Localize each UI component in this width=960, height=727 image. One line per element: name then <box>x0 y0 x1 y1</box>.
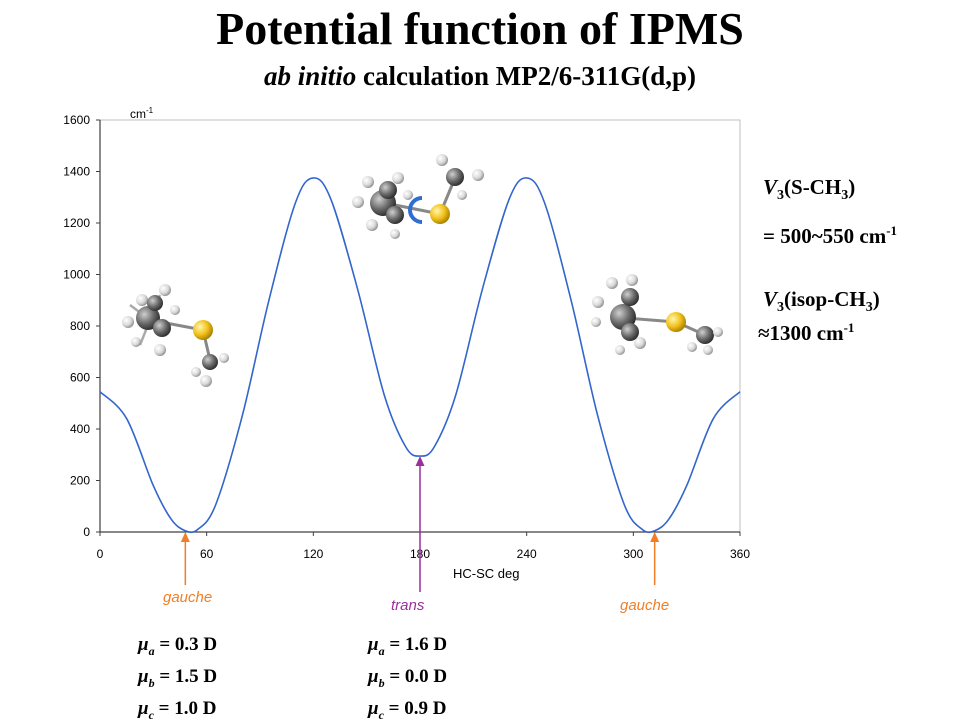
mu-value: = 0.9 D <box>383 697 447 719</box>
label-trans: trans <box>391 597 425 614</box>
molecule-gauche-right-icon <box>591 274 723 355</box>
v3-sch3-group: (S-CH <box>784 175 842 199</box>
molecule-gauche-left-icon <box>122 284 229 387</box>
x-tick-label: 360 <box>730 547 750 561</box>
mu-value: = 0.3 D <box>154 634 218 655</box>
v3-isop-sub: 3 <box>777 300 785 316</box>
dipole-trans-b: μb = 0.0 D <box>368 664 447 696</box>
v3-sch3-value-text: = 500~550 cm <box>763 224 887 248</box>
dipole-gauche-a: μa = 0.3 D <box>138 632 217 664</box>
v3-sch3-group-sub: 3 <box>841 188 849 204</box>
v3-isop-value-sup: -1 <box>843 320 855 335</box>
molecule-trans-icon <box>352 154 484 239</box>
y-tick-label: 800 <box>70 319 90 333</box>
y-tick-label: 1600 <box>63 113 90 127</box>
mu-value: = 1.0 D <box>153 697 217 719</box>
y-tick-label: 1000 <box>63 268 90 282</box>
label-gauche-left: gauche <box>163 589 213 606</box>
mu-symbol: μ <box>368 697 379 719</box>
x-tick-label: 300 <box>623 547 643 561</box>
mu-symbol: μ <box>368 665 379 687</box>
v3-isop-label: V3(isop-CH3) <box>763 287 880 316</box>
mu-sub: b <box>148 675 155 690</box>
mu-sub: a <box>148 643 155 658</box>
x-tick-label: 60 <box>200 547 214 561</box>
arrow-head-gauche <box>180 532 190 542</box>
dipoles-trans: μa = 1.6 D μb = 0.0 D μc = 0.9 D <box>368 632 447 727</box>
y-tick-label: 1200 <box>63 216 90 230</box>
mu-symbol: μ <box>138 665 149 687</box>
mu-value: = 1.5 D <box>154 665 218 687</box>
v3-sch3-v: V <box>763 175 778 199</box>
y-axis-label: cm-1 <box>130 106 154 121</box>
v3-sch3-value: = 500~550 cm-1 <box>763 223 897 249</box>
x-tick-label: 240 <box>517 547 537 561</box>
mu-sub: c <box>378 707 384 722</box>
v3-sch3-value-sup: -1 <box>886 223 898 238</box>
v3-sch3-close: ) <box>848 175 856 199</box>
mu-sub: c <box>148 707 154 722</box>
y-tick-label: 200 <box>70 474 90 488</box>
v3-isop-v: V <box>763 287 778 311</box>
v3-sch3-label: V3(S-CH3) <box>763 175 855 204</box>
v3-isop-value: ≈1300 cm-1 <box>758 320 854 346</box>
x-tick-label: 0 <box>97 547 104 561</box>
y-tick-labels: 0 200 400 600 800 1000 1200 1400 1600 <box>63 113 90 539</box>
mu-symbol: μ <box>368 634 379 655</box>
x-tick-label: 120 <box>303 547 323 561</box>
arrow-head-trans <box>415 456 425 467</box>
dipole-trans-a: μa = 1.6 D <box>368 632 447 664</box>
dipoles-gauche: μa = 0.3 D μb = 1.5 D μc = 1.0 D <box>138 632 217 727</box>
v3-isop-close: ) <box>872 287 880 311</box>
y-tick-label: 600 <box>70 371 90 385</box>
dipole-gauche-b: μb = 1.5 D <box>138 664 217 696</box>
dipole-trans-c: μc = 0.9 D <box>368 696 447 727</box>
v3-sch3-sub: 3 <box>777 188 785 204</box>
y-tick-label: 400 <box>70 422 90 436</box>
mu-value: = 1.6 D <box>384 634 448 655</box>
v3-isop-group-sub: 3 <box>865 300 873 316</box>
subtitle-rest: calculation MP2/6-311G(d,p) <box>356 61 697 91</box>
page-subtitle: ab initio calculation MP2/6-311G(d,p) <box>0 60 960 92</box>
v3-isop-group: (isop-CH <box>784 287 866 311</box>
mu-symbol: μ <box>138 634 149 655</box>
y-axis-label-sup: -1 <box>146 106 154 115</box>
mu-symbol: μ <box>138 697 149 719</box>
y-tick-label: 0 <box>83 525 90 539</box>
v3-isop-value-text: ≈1300 cm <box>758 321 844 345</box>
dipole-gauche-c: μc = 1.0 D <box>138 696 217 727</box>
label-gauche-right: gauche <box>620 597 670 614</box>
mu-sub: a <box>378 643 385 658</box>
arrow-head-gauche <box>650 532 660 542</box>
x-tick-labels: 0 60 120 180 240 300 360 <box>97 547 751 561</box>
subtitle-italic: ab initio <box>263 61 357 91</box>
series-line-potential <box>99 177 741 534</box>
y-tick-label: 1400 <box>63 165 90 179</box>
mu-value: = 0.0 D <box>384 665 448 687</box>
mu-sub: b <box>378 675 385 690</box>
x-axis-label: HC-SC deg <box>453 566 519 581</box>
conformer-arrows <box>180 456 660 592</box>
page-title: Potential function of IPMS <box>216 3 744 54</box>
y-axis-label-text: cm <box>130 107 146 121</box>
